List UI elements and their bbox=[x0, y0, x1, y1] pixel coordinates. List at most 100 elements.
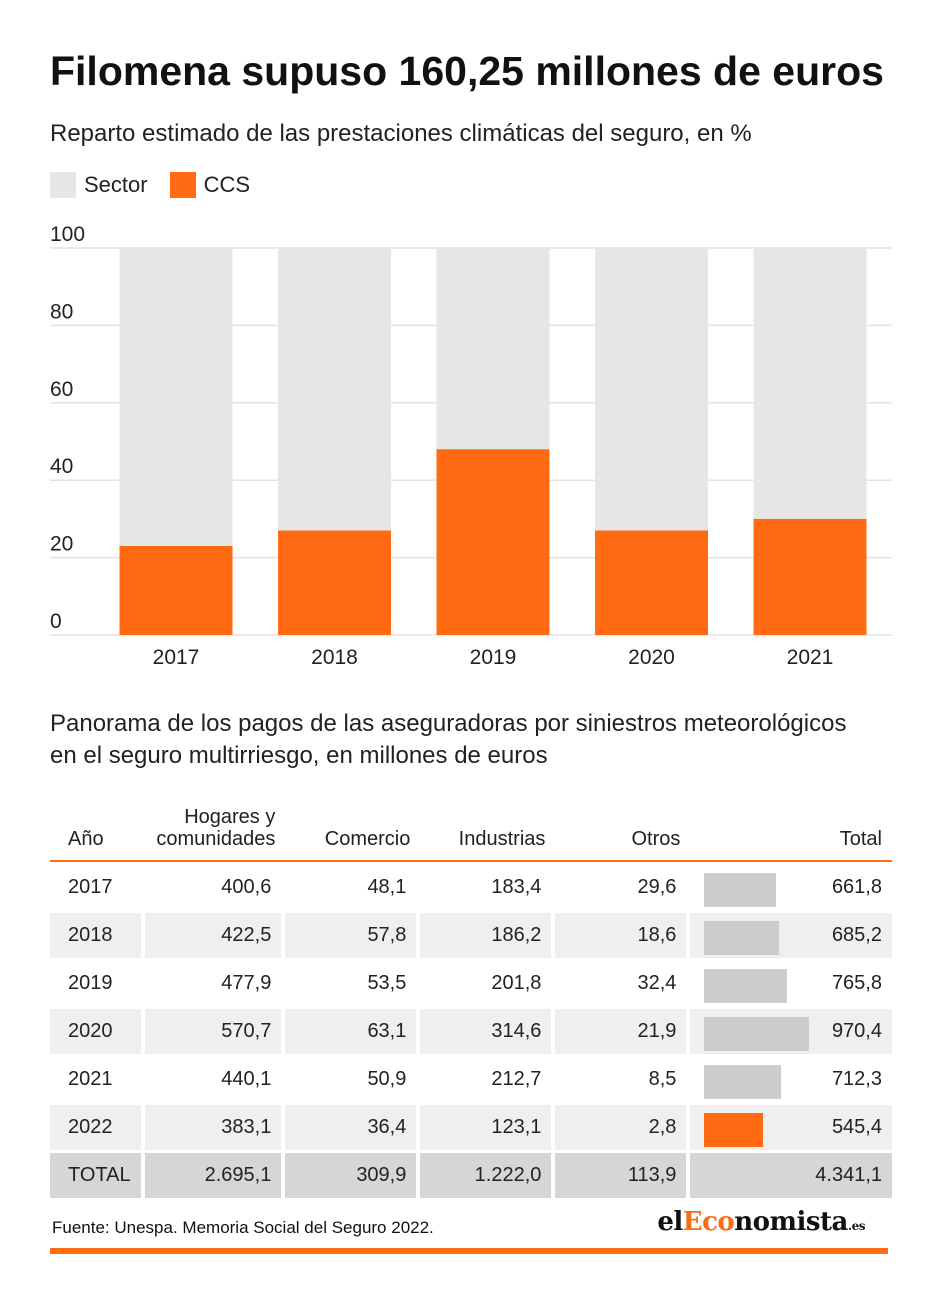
y-tick-label: 60 bbox=[50, 378, 73, 401]
table-row: 2020 570,7 63,1 314,6 21,9 970,4 bbox=[50, 1006, 892, 1054]
y-tick-label: 80 bbox=[50, 300, 73, 323]
cell-total-others: 113,9 bbox=[555, 1150, 691, 1198]
cell-homes: 422,5 bbox=[145, 910, 286, 958]
cell-total: 661,8 bbox=[690, 862, 892, 910]
total-value: 970,4 bbox=[831, 1020, 882, 1042]
total-bar bbox=[704, 873, 776, 907]
bar-sector-2018 bbox=[278, 248, 391, 531]
cell-year: 2022 bbox=[50, 1102, 146, 1150]
cell-commerce: 57,8 bbox=[285, 910, 421, 958]
cell-homes: 477,9 bbox=[145, 958, 286, 1006]
legend-swatch-ccs bbox=[169, 172, 196, 198]
cell-others: 2,8 bbox=[555, 1102, 691, 1150]
y-tick-label: 20 bbox=[50, 533, 73, 556]
table-header-row: Año Hogares y comunidades Comercio Indus… bbox=[50, 790, 892, 862]
cell-homes: 570,7 bbox=[145, 1006, 286, 1054]
header-homes: Hogares y comunidades bbox=[145, 790, 286, 862]
cell-others: 29,6 bbox=[555, 862, 691, 910]
cell-total-homes: 2.695,1 bbox=[145, 1150, 286, 1198]
source-note: Fuente: Unespa. Memoria Social del Segur… bbox=[52, 1218, 434, 1237]
table-title: Panorama de los pagos de las aseguradora… bbox=[50, 710, 847, 769]
cell-industry: 186,2 bbox=[420, 910, 556, 958]
table-row: 2021 440,1 50,9 212,7 8,5 712,3 bbox=[50, 1054, 892, 1102]
total-bar bbox=[704, 921, 779, 955]
table-row: 2019 477,9 53,5 201,8 32,4 765,8 bbox=[50, 958, 892, 1006]
cell-homes: 383,1 bbox=[145, 1102, 286, 1150]
cell-others: 21,9 bbox=[555, 1006, 691, 1054]
x-tick-label: 2021 bbox=[787, 646, 834, 669]
total-value: 765,8 bbox=[831, 972, 882, 994]
cell-commerce: 48,1 bbox=[285, 862, 421, 910]
header-industry: Industrias bbox=[420, 790, 556, 862]
total-value: 545,4 bbox=[831, 1116, 882, 1138]
bar-sector-2020 bbox=[595, 248, 708, 531]
page-title: Filomena supuso 160,25 millones de euros bbox=[50, 48, 884, 94]
total-value: 712,3 bbox=[831, 1068, 882, 1090]
total-bar bbox=[704, 1065, 782, 1099]
legend-item-ccs: CCS bbox=[169, 172, 251, 198]
bar-ccs-2019 bbox=[436, 449, 550, 635]
cell-commerce: 53,5 bbox=[285, 958, 421, 1006]
cell-commerce: 50,9 bbox=[285, 1054, 421, 1102]
cell-total: 685,2 bbox=[690, 910, 892, 958]
cell-industry: 183,4 bbox=[420, 862, 556, 910]
total-bar bbox=[704, 1113, 764, 1147]
x-tick-label: 2018 bbox=[311, 646, 358, 669]
cell-year: 2021 bbox=[50, 1054, 146, 1102]
cell-others: 18,6 bbox=[555, 910, 691, 958]
bar-ccs-2020 bbox=[595, 530, 708, 635]
header-total: Total bbox=[690, 790, 892, 862]
x-tick-label: 2020 bbox=[628, 646, 675, 669]
cell-total: 970,4 bbox=[690, 1006, 892, 1054]
y-tick-label: 100 bbox=[50, 223, 85, 246]
legend-swatch-sector bbox=[50, 172, 76, 198]
cell-total-commerce: 309,9 bbox=[285, 1150, 421, 1198]
bar-sector-2017 bbox=[119, 248, 233, 546]
legend-label-ccs: CCS bbox=[203, 172, 251, 197]
bar-sector-2019 bbox=[436, 248, 550, 450]
total-value: 685,2 bbox=[831, 924, 882, 946]
total-value: 661,8 bbox=[831, 876, 882, 898]
bar-ccs-2021 bbox=[753, 518, 867, 635]
chart-subtitle: Reparto estimado de las prestaciones cli… bbox=[50, 120, 752, 147]
totals-row: TOTAL 2.695,1 309,9 1.222,0 113,9 4.341,1 bbox=[50, 1150, 892, 1198]
legend-item-sector: Sector bbox=[50, 172, 148, 198]
cell-total: 545,4 bbox=[690, 1102, 892, 1150]
table-row: 2017 400,6 48,1 183,4 29,6 661,8 bbox=[50, 862, 892, 910]
table-row: 2022 383,1 36,4 123,1 2,8 545,4 bbox=[50, 1102, 892, 1150]
cell-industry: 123,1 bbox=[420, 1102, 556, 1150]
bar-ccs-2017 bbox=[119, 545, 233, 635]
cell-total: 765,8 bbox=[690, 958, 892, 1006]
brand-logo: elEconomista.es bbox=[657, 1207, 865, 1237]
cell-commerce: 36,4 bbox=[285, 1102, 421, 1150]
header-year: Año bbox=[50, 790, 146, 862]
x-tick-label: 2019 bbox=[470, 646, 517, 669]
header-commerce: Comercio bbox=[285, 790, 421, 862]
cell-year: 2018 bbox=[50, 910, 146, 958]
total-bar bbox=[704, 969, 788, 1003]
legend-label-sector: Sector bbox=[84, 172, 148, 197]
bar-ccs-2018 bbox=[278, 530, 391, 635]
cell-others: 32,4 bbox=[555, 958, 691, 1006]
cell-homes: 440,1 bbox=[145, 1054, 286, 1102]
cell-others: 8,5 bbox=[555, 1054, 691, 1102]
x-tick-label: 2017 bbox=[153, 646, 200, 669]
table-row: 2018 422,5 57,8 186,2 18,6 685,2 bbox=[50, 910, 892, 958]
footer-divider bbox=[50, 1248, 888, 1254]
bar-sector-2021 bbox=[753, 248, 867, 519]
cell-total-total: 4.341,1 bbox=[690, 1150, 892, 1198]
cell-year: 2017 bbox=[50, 862, 146, 910]
cell-industry: 212,7 bbox=[420, 1054, 556, 1102]
payments-table: Año Hogares y comunidades Comercio Indus… bbox=[50, 790, 892, 1198]
cell-homes: 400,6 bbox=[145, 862, 286, 910]
cell-year: 2020 bbox=[50, 1006, 146, 1054]
cell-total: 712,3 bbox=[690, 1054, 892, 1102]
header-homes-line1: Hogares y bbox=[184, 806, 276, 828]
cell-commerce: 63,1 bbox=[285, 1006, 421, 1054]
cell-year: 2019 bbox=[50, 958, 146, 1006]
header-homes-line2: comunidades bbox=[156, 828, 276, 850]
chart-legend: Sector CCS bbox=[50, 170, 272, 200]
cell-industry: 314,6 bbox=[420, 1006, 556, 1054]
total-bar bbox=[704, 1017, 810, 1051]
y-tick-label: 40 bbox=[50, 455, 73, 478]
